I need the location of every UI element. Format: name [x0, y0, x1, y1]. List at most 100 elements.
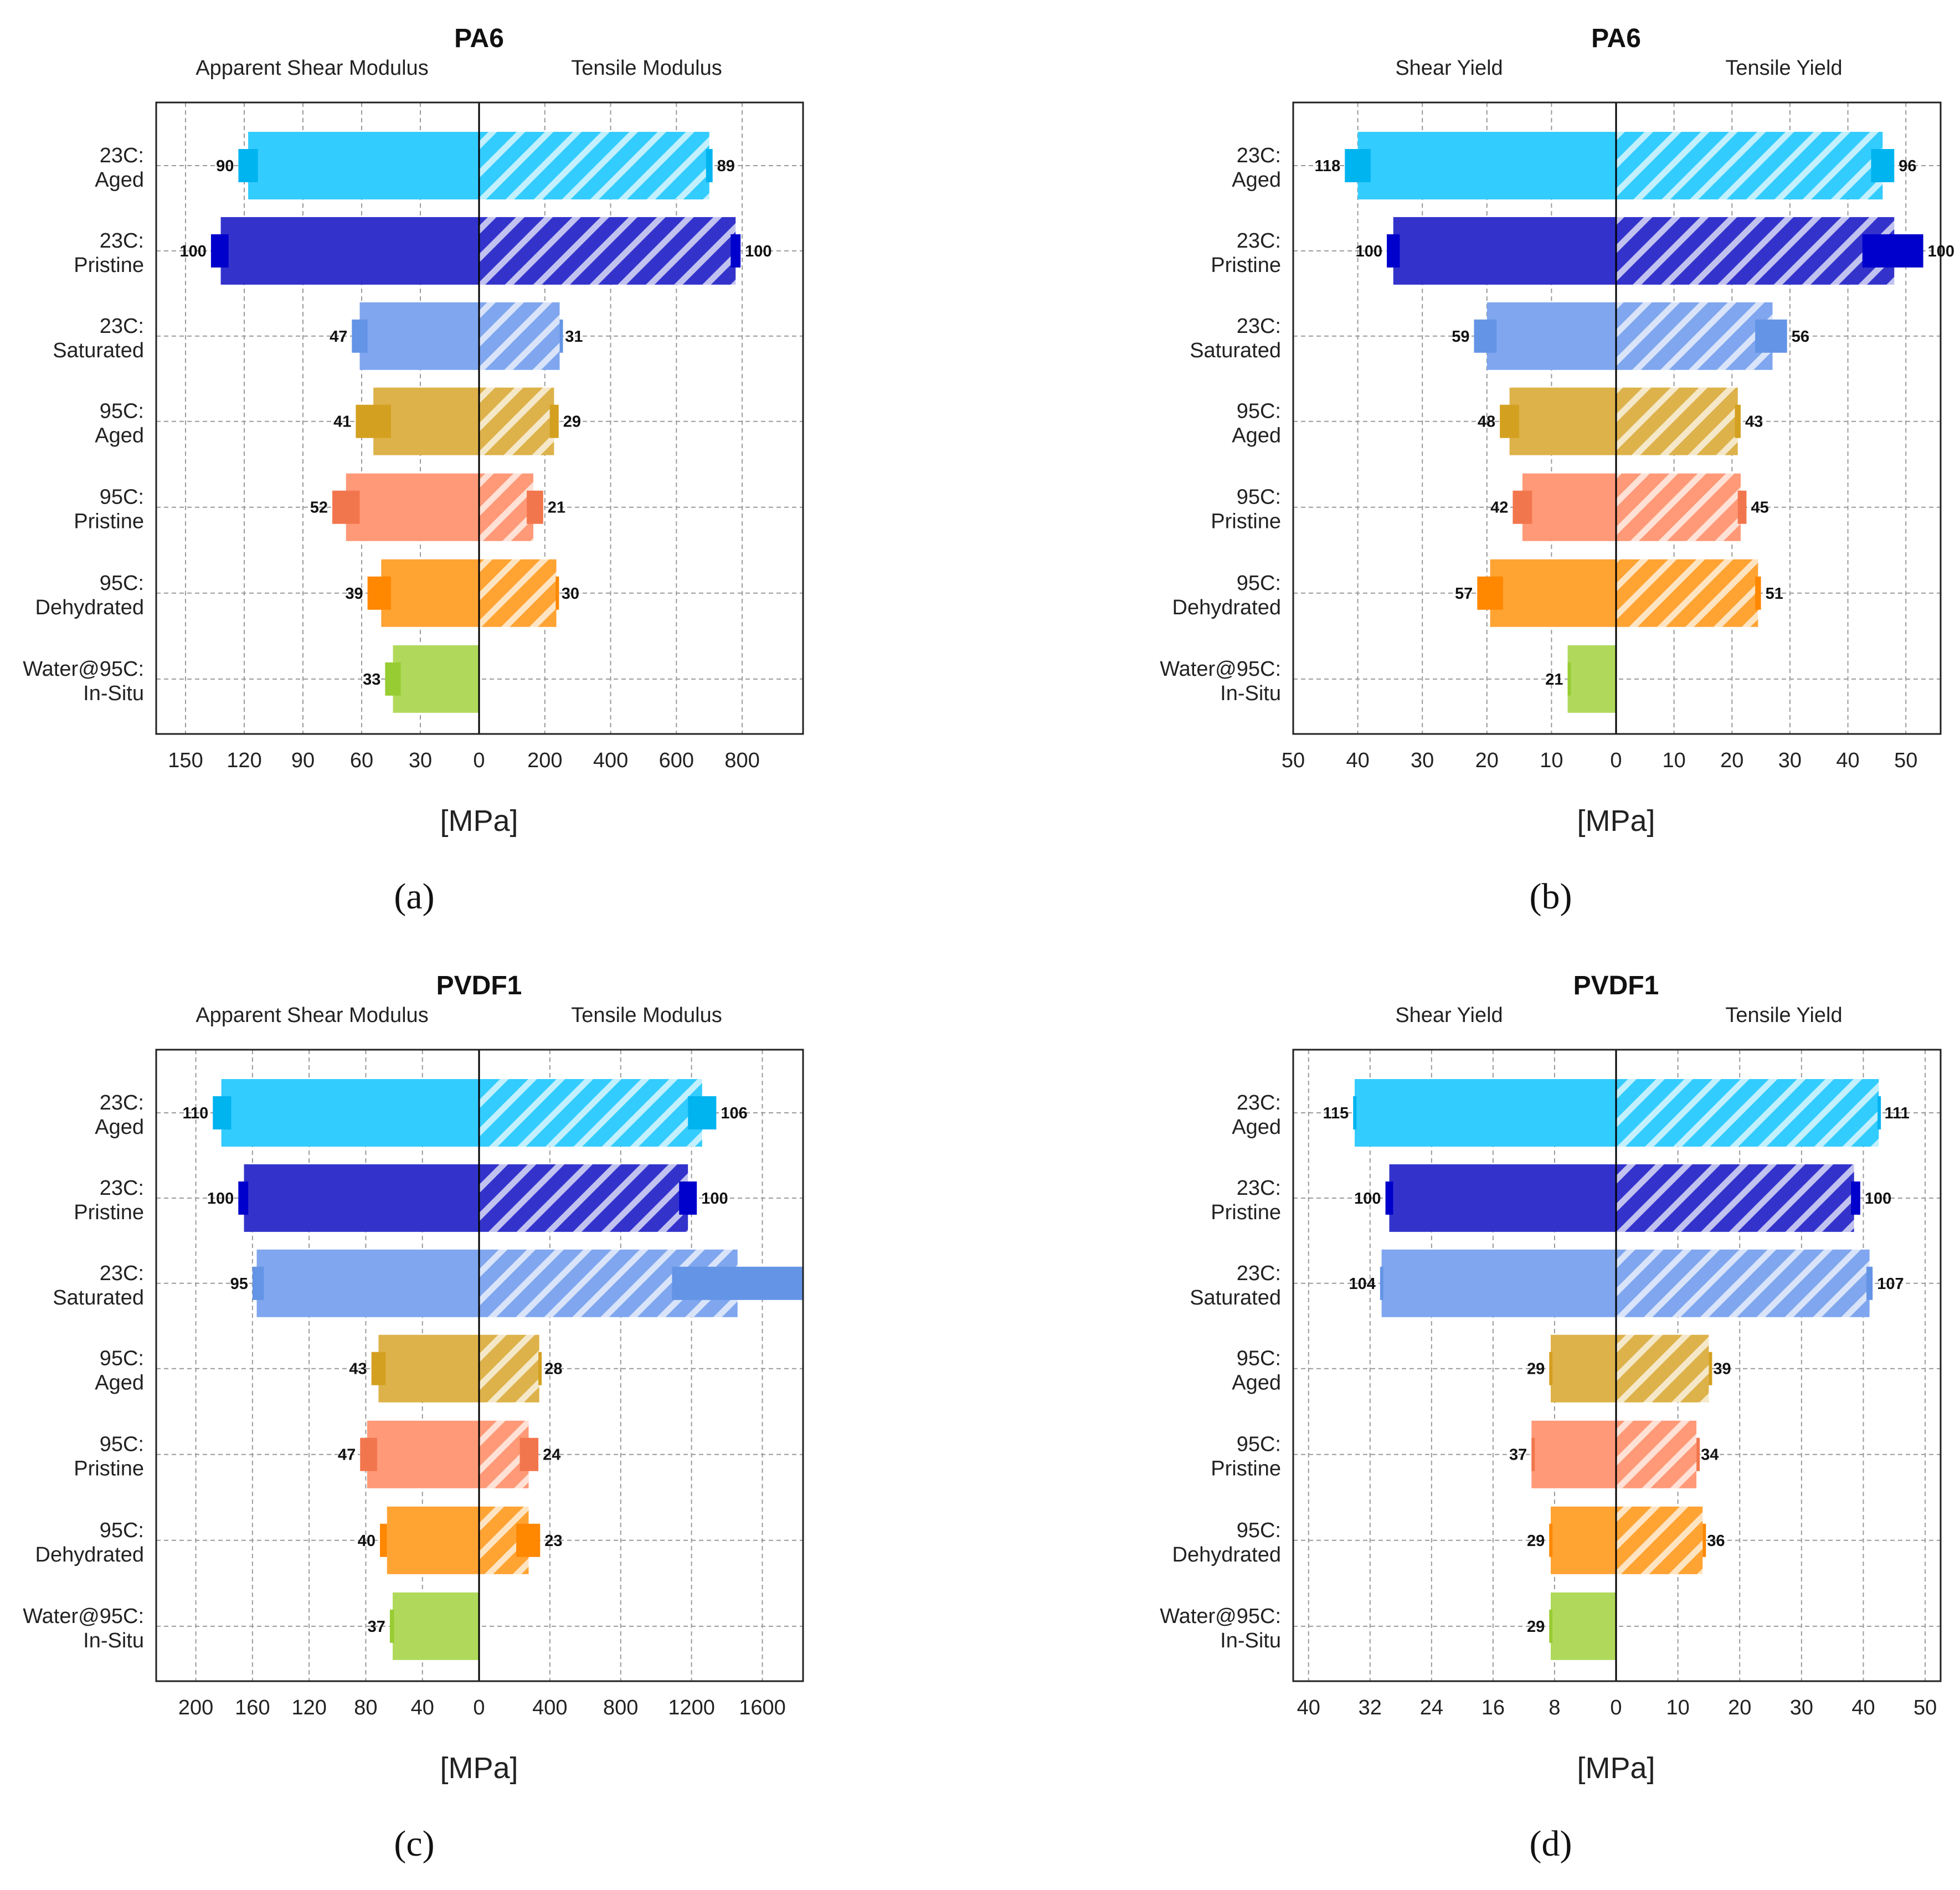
tick-label-x: 0 — [1610, 1696, 1622, 1719]
chart-title: PVDF1 — [436, 971, 522, 1000]
error-left-23c-pristine — [210, 234, 229, 268]
bar-right-23c-pristine — [479, 217, 736, 285]
category-label: 23C: Pristine — [1211, 1177, 1281, 1224]
bar-right-23c-pristine — [479, 1164, 688, 1232]
panel-label: (b) — [1530, 876, 1572, 917]
value-label-right: 39 — [1713, 1360, 1731, 1378]
tick-label-x: 30 — [1411, 749, 1434, 772]
bar-right-95c-pristine — [479, 473, 533, 541]
error-left-23c-pristine — [1385, 1181, 1393, 1215]
value-label-left: 90 — [216, 157, 234, 175]
bar-left-23c-aged — [1355, 1079, 1616, 1147]
category-label: 95C: Aged — [1232, 1347, 1281, 1395]
bar-left-95c-pristine — [346, 473, 479, 541]
bar-left-23c-pristine — [1389, 1164, 1616, 1232]
error-left-23c-aged — [1353, 1096, 1357, 1129]
error-right-23c-aged — [1871, 149, 1895, 182]
bar-left-water-95c-in-situ — [1567, 645, 1616, 713]
tick-label-x: 24 — [1420, 1696, 1443, 1719]
bar-left-95c-dehydrated — [381, 559, 479, 627]
category-label: 95C: Pristine — [1211, 486, 1281, 533]
tick-label-x: 400 — [532, 1696, 567, 1719]
panel-label: (d) — [1530, 1824, 1572, 1864]
bar-left-95c-dehydrated — [1490, 559, 1616, 627]
error-right-23c-pristine — [1851, 1181, 1860, 1215]
tick-label-x: 40 — [1851, 1696, 1875, 1719]
value-label-left: 118 — [1314, 157, 1340, 175]
tick-label-x: 60 — [350, 749, 373, 772]
tick-label-x: 40 — [411, 1696, 434, 1719]
chart-title: PA6 — [454, 24, 504, 53]
value-label-right: 100 — [745, 243, 771, 260]
tick-label-x: 600 — [659, 749, 694, 772]
bar-right-23c-saturated — [1616, 302, 1773, 370]
error-right-23c-saturated — [672, 1266, 803, 1300]
tick-label-x: 10 — [1540, 749, 1563, 772]
error-right-95c-pristine — [519, 1437, 539, 1471]
tick-label-x: 1200 — [668, 1696, 715, 1719]
error-left-95c-pristine — [360, 1437, 377, 1471]
value-label-right: 36 — [1707, 1532, 1725, 1550]
bar-left-water-95c-in-situ — [393, 645, 479, 713]
chart-panel-a: PA6 Apparent Shear Modulus Tensile Modulus… — [23, 24, 804, 917]
error-left-95c-aged — [356, 404, 391, 438]
bars — [1345, 132, 1923, 713]
bar-left-23c-saturated — [359, 302, 479, 370]
bar-right-23c-aged — [1616, 1079, 1879, 1147]
category-label: 95C: Dehydrated — [1172, 1519, 1281, 1567]
bar-right-23c-pristine — [1616, 217, 1895, 285]
error-right-95c-dehydrated — [516, 1523, 541, 1557]
value-label-left: 40 — [358, 1532, 375, 1550]
value-label-right: 24 — [543, 1446, 560, 1464]
value-label-left: 37 — [368, 1618, 385, 1636]
value-label-right: 107 — [1877, 1275, 1904, 1293]
category-label: Water@95C: In-Situ — [23, 658, 144, 705]
error-left-23c-aged — [213, 1096, 232, 1129]
value-label-left: 43 — [349, 1360, 367, 1378]
tick-label-x: 40 — [1346, 749, 1369, 772]
tick-label-x: 0 — [1610, 749, 1622, 772]
chart-title: PA6 — [1591, 24, 1641, 53]
tick-label-x: 50 — [1913, 1696, 1937, 1719]
error-left-95c-aged — [1549, 1352, 1553, 1385]
left-series-label: Shear Yield — [1395, 1004, 1503, 1027]
error-left-23c-saturated — [252, 1266, 264, 1300]
error-left-95c-dehydrated — [1477, 576, 1503, 610]
error-left-95c-aged — [1500, 404, 1520, 438]
value-label-right: 43 — [1745, 413, 1763, 431]
tick-label-x: 20 — [1728, 1696, 1751, 1719]
error-left-23c-pristine — [238, 1181, 249, 1215]
category-label: Water@95C: In-Situ — [1160, 658, 1281, 705]
bar-right-23c-pristine — [1616, 1164, 1854, 1232]
value-label-left: 52 — [310, 499, 328, 517]
bar-left-23c-pristine — [1393, 217, 1616, 285]
value-label-left: 100 — [1356, 243, 1382, 260]
category-label: 23C: Aged — [1232, 144, 1281, 192]
category-label: 23C: Saturated — [1190, 315, 1281, 362]
value-label-left: 37 — [1509, 1446, 1527, 1464]
error-right-23c-aged — [1877, 1096, 1881, 1129]
bar-left-95c-dehydrated — [387, 1506, 479, 1574]
left-series-label: Shear Yield — [1395, 57, 1503, 80]
bar-right-95c-aged — [1616, 1334, 1709, 1403]
error-left-23c-pristine — [1387, 234, 1400, 268]
category-label: 23C: Pristine — [1211, 229, 1281, 277]
value-label-right: 23 — [544, 1532, 562, 1550]
value-label-left: 104 — [1349, 1275, 1375, 1293]
category-label: Water@95C: In-Situ — [23, 1605, 144, 1652]
value-label-left: 100 — [180, 243, 207, 260]
value-label-right: 51 — [1766, 585, 1783, 603]
tick-label-x: 10 — [1666, 1696, 1689, 1719]
value-label-right: 100 — [1928, 243, 1954, 260]
bar-left-water-95c-in-situ — [393, 1592, 479, 1660]
category-label: 95C: Dehydrated — [35, 1519, 144, 1567]
value-label-right: 89 — [717, 157, 735, 175]
tick-label-x: 800 — [603, 1696, 638, 1719]
value-label-right: 100 — [1865, 1190, 1891, 1208]
category-label: 23C: Saturated — [53, 1262, 144, 1309]
value-label-left: 100 — [1354, 1190, 1381, 1208]
category-label: 95C: Pristine — [74, 1433, 144, 1481]
bar-left-23c-saturated — [256, 1249, 479, 1317]
x-axis-label: [MPa] — [1577, 804, 1655, 838]
